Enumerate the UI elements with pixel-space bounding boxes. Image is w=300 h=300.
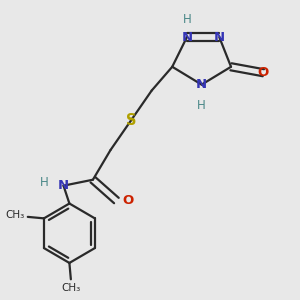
Text: H: H (197, 99, 206, 112)
Text: N: N (214, 31, 225, 44)
Text: H: H (40, 176, 49, 189)
Text: N: N (182, 31, 193, 44)
Text: N: N (58, 179, 69, 192)
Text: N: N (196, 78, 207, 91)
Text: CH₃: CH₃ (61, 283, 80, 293)
Text: O: O (258, 66, 269, 79)
Text: CH₃: CH₃ (6, 210, 25, 220)
Text: H: H (183, 13, 191, 26)
Text: O: O (122, 194, 134, 207)
Text: S: S (126, 113, 136, 128)
